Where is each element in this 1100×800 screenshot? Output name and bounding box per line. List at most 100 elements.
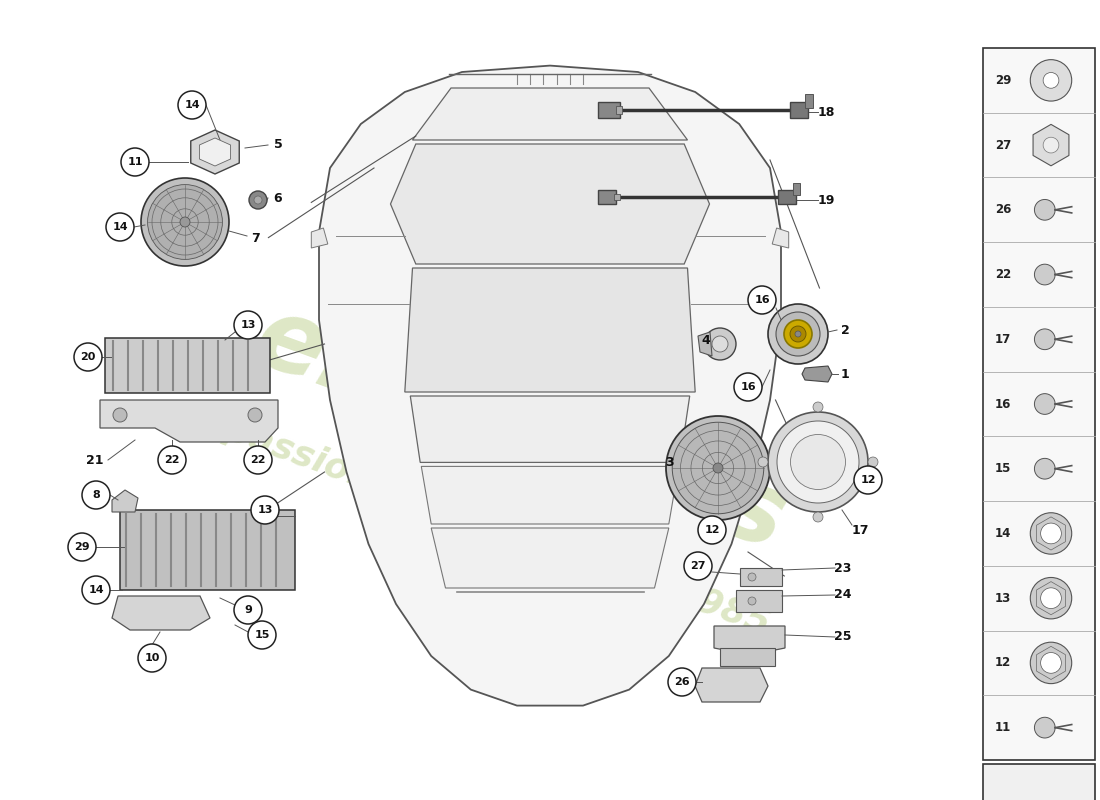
Circle shape xyxy=(234,596,262,624)
Text: 10: 10 xyxy=(144,653,159,663)
Circle shape xyxy=(712,336,728,352)
Polygon shape xyxy=(802,366,832,382)
Bar xyxy=(983,764,1094,800)
Text: 26: 26 xyxy=(994,203,1011,216)
Circle shape xyxy=(777,421,859,503)
Circle shape xyxy=(178,91,206,119)
Text: 6: 6 xyxy=(274,191,283,205)
Text: 1: 1 xyxy=(840,367,849,381)
Circle shape xyxy=(813,512,823,522)
Circle shape xyxy=(141,178,229,266)
Text: 21: 21 xyxy=(86,454,103,466)
Circle shape xyxy=(254,196,262,204)
Polygon shape xyxy=(112,490,138,512)
Circle shape xyxy=(244,446,272,474)
Circle shape xyxy=(868,457,878,467)
Circle shape xyxy=(74,343,102,371)
Circle shape xyxy=(668,668,696,696)
Circle shape xyxy=(713,463,723,473)
Circle shape xyxy=(249,191,267,209)
Text: 8: 8 xyxy=(92,490,100,500)
Bar xyxy=(614,194,620,200)
Text: 14: 14 xyxy=(112,222,128,232)
Polygon shape xyxy=(772,228,789,248)
Polygon shape xyxy=(695,668,768,702)
Polygon shape xyxy=(199,138,231,166)
Circle shape xyxy=(1031,513,1071,554)
Circle shape xyxy=(248,408,262,422)
Circle shape xyxy=(758,457,768,467)
Text: 5: 5 xyxy=(274,138,283,151)
Text: 15: 15 xyxy=(994,462,1011,475)
Text: 16: 16 xyxy=(994,398,1011,410)
Circle shape xyxy=(106,213,134,241)
Text: 27: 27 xyxy=(691,561,706,571)
Text: 22: 22 xyxy=(994,268,1011,281)
Polygon shape xyxy=(412,88,688,140)
Text: 15: 15 xyxy=(254,630,270,640)
Text: 16: 16 xyxy=(740,382,756,392)
Circle shape xyxy=(138,644,166,672)
Text: 14: 14 xyxy=(88,585,103,595)
Text: 14: 14 xyxy=(184,100,200,110)
Circle shape xyxy=(147,185,222,259)
Circle shape xyxy=(768,412,868,512)
Bar xyxy=(616,106,622,114)
Bar xyxy=(736,590,782,612)
Text: 13: 13 xyxy=(994,592,1011,605)
Circle shape xyxy=(1043,73,1059,88)
Polygon shape xyxy=(112,596,210,630)
Text: 19: 19 xyxy=(817,194,835,206)
Bar xyxy=(598,102,620,118)
Bar xyxy=(793,183,800,195)
Circle shape xyxy=(684,552,712,580)
Polygon shape xyxy=(421,466,679,524)
Circle shape xyxy=(1034,458,1055,479)
Circle shape xyxy=(776,312,820,356)
Circle shape xyxy=(813,402,823,412)
Text: 11: 11 xyxy=(128,157,143,167)
Polygon shape xyxy=(100,400,278,442)
Circle shape xyxy=(1041,523,1062,544)
Circle shape xyxy=(113,408,127,422)
Text: 27: 27 xyxy=(994,138,1011,151)
Circle shape xyxy=(68,533,96,561)
Text: 9: 9 xyxy=(244,605,252,615)
Circle shape xyxy=(82,576,110,604)
Circle shape xyxy=(1031,60,1071,101)
Circle shape xyxy=(248,621,276,649)
Circle shape xyxy=(251,496,279,524)
Polygon shape xyxy=(319,66,781,706)
Text: 17: 17 xyxy=(994,333,1011,346)
Text: 29: 29 xyxy=(74,542,90,552)
Circle shape xyxy=(666,416,770,520)
Circle shape xyxy=(1034,394,1055,414)
Polygon shape xyxy=(431,528,669,588)
Circle shape xyxy=(1034,718,1055,738)
Text: 24: 24 xyxy=(834,589,851,602)
Bar xyxy=(598,190,616,204)
Circle shape xyxy=(1034,329,1055,350)
Text: 18: 18 xyxy=(817,106,835,118)
Circle shape xyxy=(1041,653,1062,674)
Circle shape xyxy=(82,481,110,509)
Text: 13: 13 xyxy=(257,505,273,515)
Bar xyxy=(805,94,813,108)
Polygon shape xyxy=(698,332,712,356)
Bar xyxy=(790,102,808,118)
Text: 12: 12 xyxy=(994,657,1011,670)
Text: 3: 3 xyxy=(664,455,673,469)
Circle shape xyxy=(1041,588,1062,609)
Circle shape xyxy=(121,148,148,176)
Circle shape xyxy=(180,217,190,227)
Circle shape xyxy=(704,328,736,360)
Text: elferparts: elferparts xyxy=(241,289,799,571)
Bar xyxy=(720,648,775,666)
Bar xyxy=(740,568,782,586)
Text: 16: 16 xyxy=(755,295,770,305)
Text: 22: 22 xyxy=(164,455,179,465)
Circle shape xyxy=(1031,578,1071,619)
Text: 14: 14 xyxy=(994,527,1011,540)
Circle shape xyxy=(698,516,726,544)
Text: 23: 23 xyxy=(834,562,851,574)
